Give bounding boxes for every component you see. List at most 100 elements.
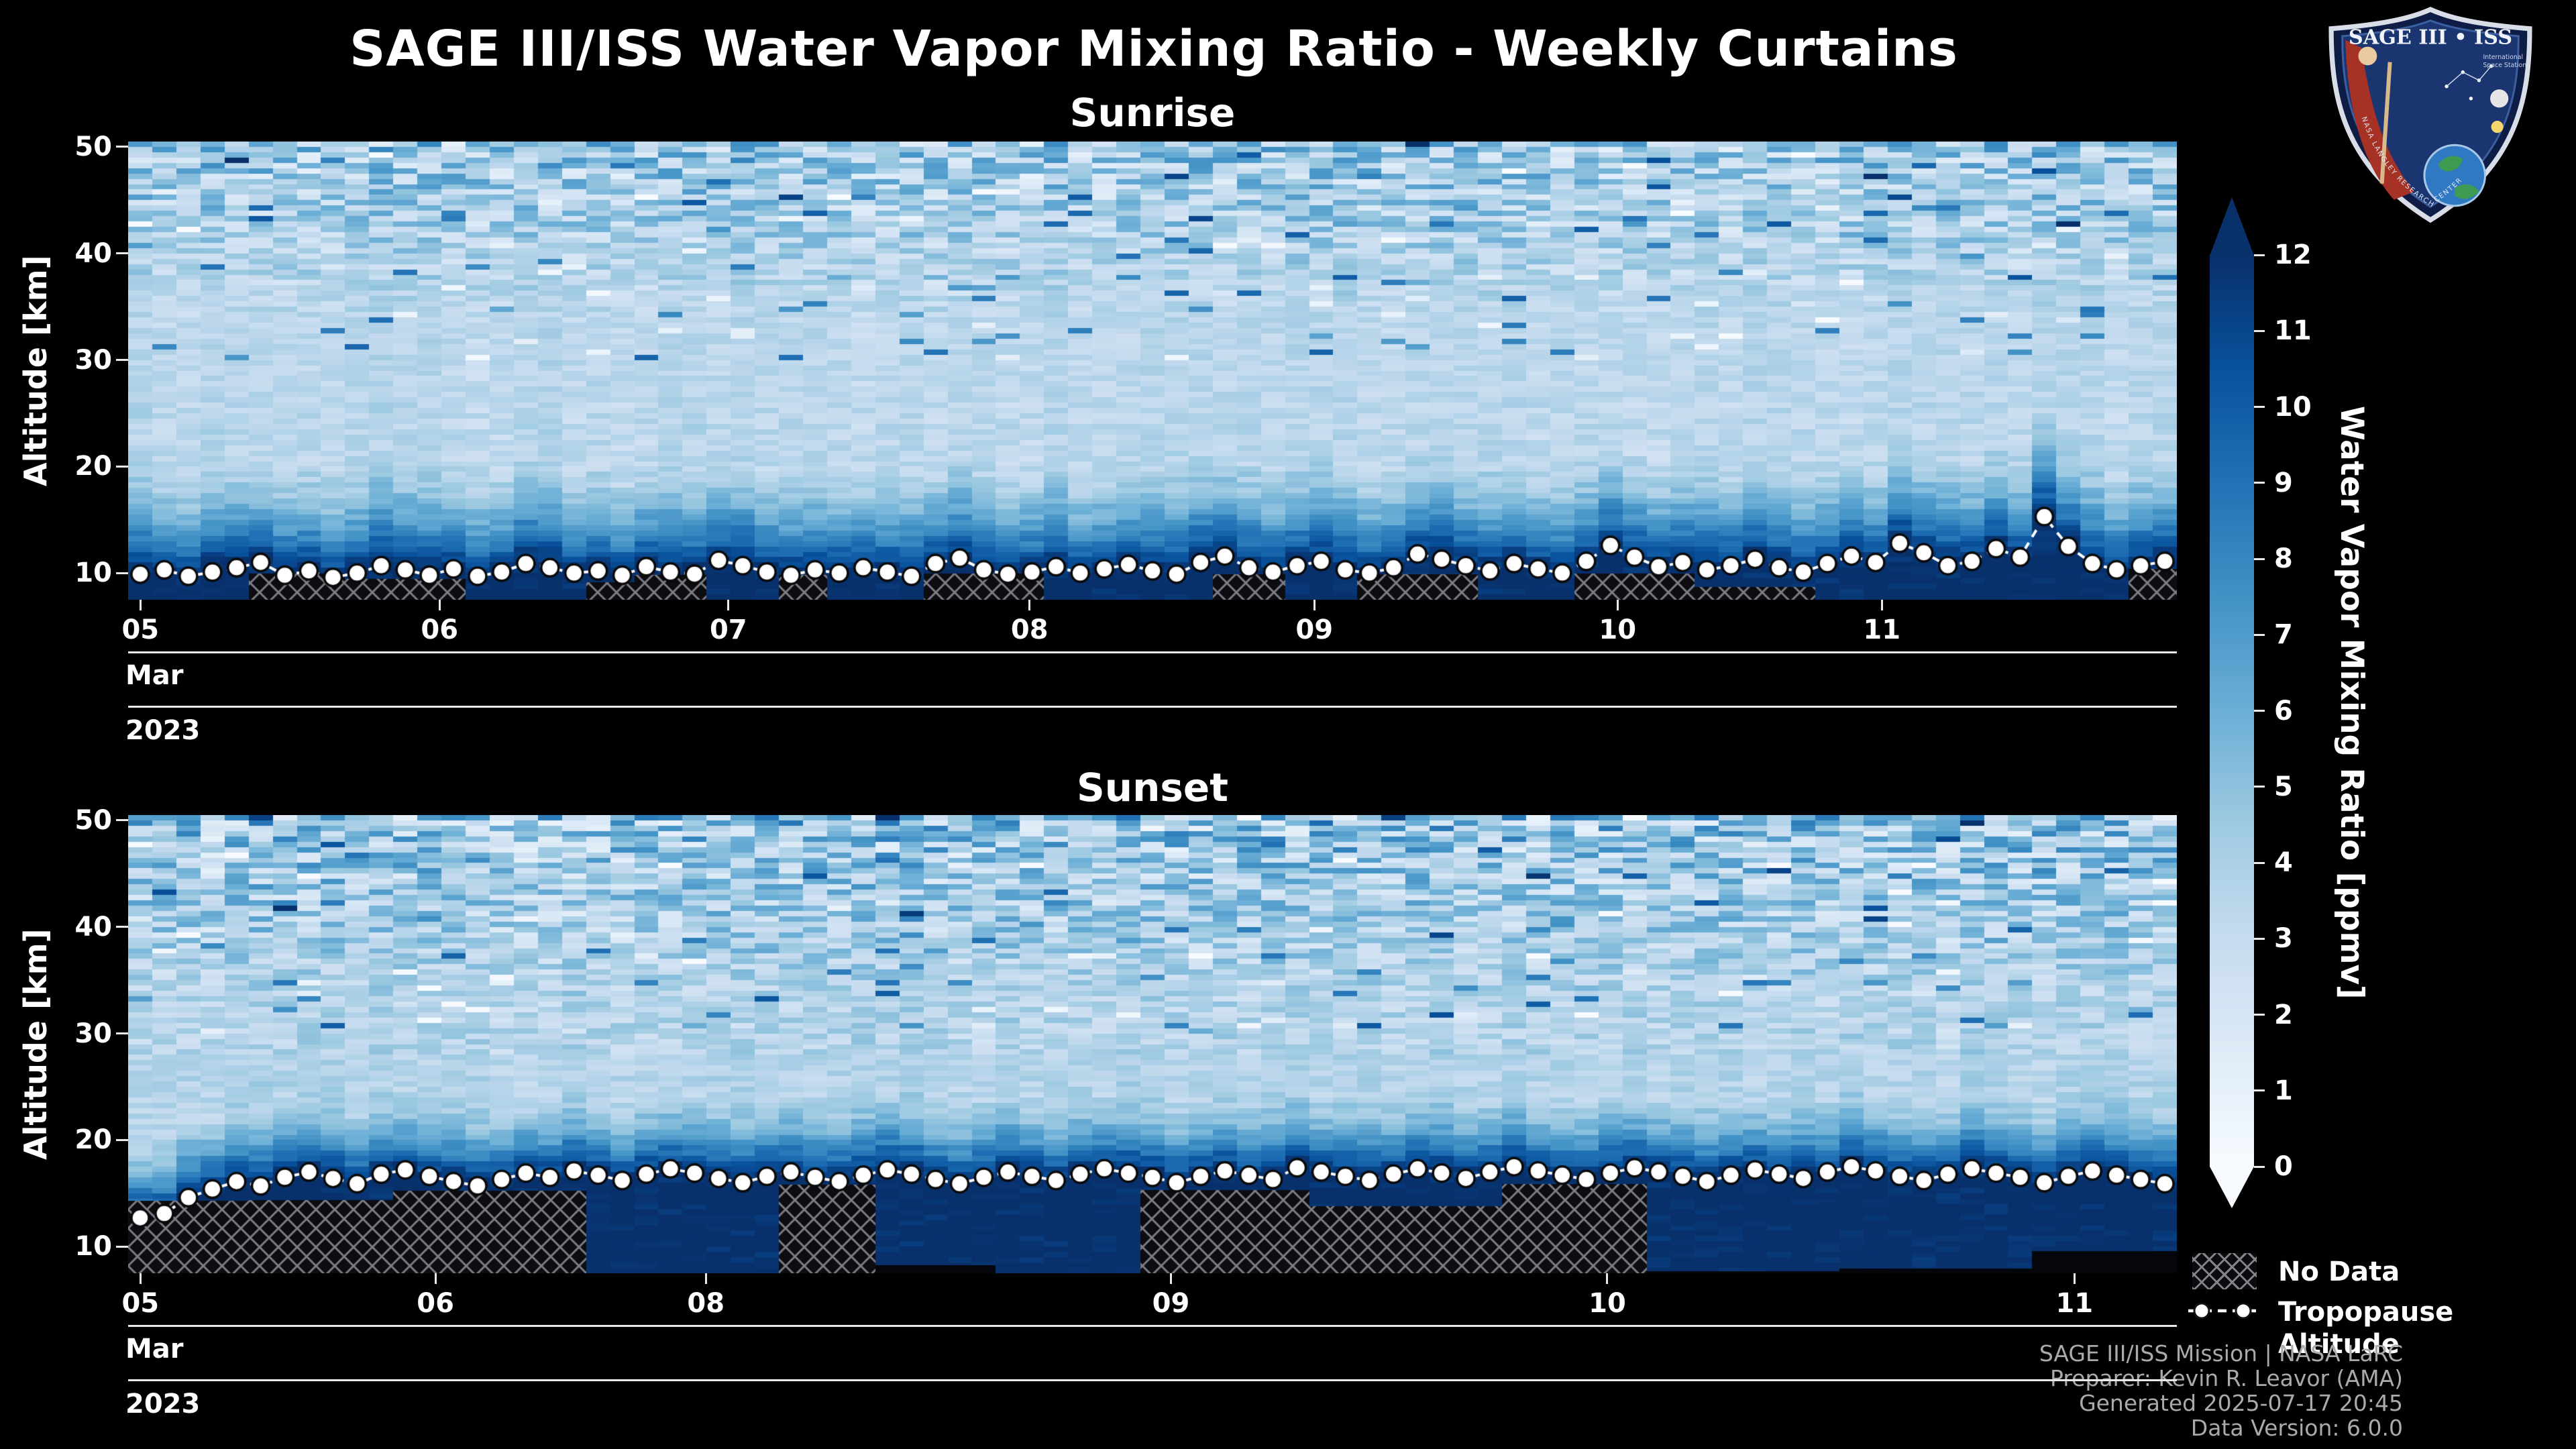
x-tick-label: 06 [417,1288,454,1319]
y-tick-label: 30 [74,1018,112,1049]
logo-subtitle-2: Space Station [2483,62,2526,69]
colorbar-tick-label: 9 [2274,467,2293,498]
x-tick-mark [1606,1273,1609,1284]
x-tick-label: 10 [1599,614,1637,645]
colorbar-tick-label: 4 [2274,847,2293,878]
y-tick-label: 40 [74,911,112,943]
x-tick-mark [434,1273,437,1284]
y-tick-label: 20 [74,451,112,482]
y-tick-label: 20 [74,1124,112,1156]
y-tick-mark [116,1032,128,1035]
x-tick-mark [1028,600,1031,610]
sun-icon [2491,121,2504,133]
x-tick-mark [727,600,730,610]
colorbar-tick-label: 11 [2274,315,2312,347]
y-tick-mark [116,1138,128,1141]
heatmap-sunset [128,815,2177,1273]
y-tick-mark [116,146,128,148]
x-tick-label: 10 [1589,1288,1626,1319]
x-tick-mark [139,1273,142,1284]
robed-figure [2345,40,2414,200]
x-tick-label: 07 [709,614,747,645]
y-tick-mark [116,252,128,255]
y-tick-label: 10 [74,557,112,589]
month-separator-line [128,651,2177,653]
colorbar-tick-mark [2254,254,2265,256]
colorbar-tick-mark [2254,861,2265,864]
x-axis-year-label: 2023 [125,1389,201,1419]
figure-title: SAGE III/ISS Water Vapor Mixing Ratio - … [350,20,1958,78]
legend-label-tropopause: Tropopause Altitude [2278,1297,2454,1360]
colorbar-tick-mark [2254,557,2265,560]
x-tick-label: 09 [1295,614,1334,645]
colorbar-tick-mark [2254,1165,2265,1168]
year-separator-line [128,1379,2177,1381]
colorbar-tick-mark [2254,710,2265,712]
x-axis-month-label: Mar [125,1334,184,1364]
colorbar-tick-label: 7 [2274,619,2293,651]
tropopause-line-swatch [2188,1302,2262,1320]
y-tick-mark [116,572,128,574]
x-axis-month-label: Mar [125,660,184,691]
y-tick-mark [116,926,128,928]
colorbar-extend-min-arrow [2210,1167,2254,1208]
heatmap-sunrise [128,142,2177,600]
x-tick-mark [1169,1273,1172,1284]
legend-label-no-data: No Data [2278,1256,2400,1287]
colorbar-tick-mark [2254,786,2265,788]
x-tick-mark [1313,600,1316,610]
x-tick-mark [2073,1273,2076,1284]
colorbar-tick-mark [2254,482,2265,484]
colorbar-tick-mark [2254,633,2265,636]
x-tick-label: 08 [687,1288,725,1319]
colorbar-tick-label: 0 [2274,1151,2293,1182]
y-tick-label: 50 [74,131,112,162]
footer-credits: SAGE III/ISS Mission | NASA LaRC Prepare… [2039,1341,2403,1440]
x-tick-label: 06 [421,614,459,645]
colorbar-label: Water Vapor Mixing Ratio [ppmv] [2333,405,2370,1000]
x-tick-label: 08 [1010,614,1049,645]
earth-land-2 [2455,184,2479,199]
moon-icon [2490,89,2509,108]
x-tick-mark [438,600,441,610]
y-tick-mark [116,465,128,468]
colorbar-tick-label: 8 [2274,543,2293,574]
colorbar-tick-mark [2254,1014,2265,1016]
panel-title-sunset: Sunset [1077,765,1228,810]
colorbar-tick-mark [2254,406,2265,408]
x-tick-label: 09 [1152,1288,1190,1319]
colorbar-tick-mark [2254,329,2265,332]
colorbar-tick-label: 1 [2274,1075,2293,1106]
footer-line-preparer: Preparer: Kevin R. Leavor (AMA) [2050,1365,2403,1391]
x-tick-label: 11 [1863,614,1901,645]
footer-line-mission: SAGE III/ISS Mission | NASA LaRC [2039,1340,2403,1366]
footer-line-generated: Generated 2025-07-17 20:45 [2079,1390,2403,1416]
y-tick-mark [116,819,128,822]
colorbar-gradient [2210,255,2254,1167]
y-tick-mark [116,1245,128,1248]
x-axis-year-label: 2023 [125,715,201,746]
staff [2379,62,2392,184]
year-separator-line [128,706,2177,708]
logo-title: SAGE III • ISS [2349,25,2512,49]
colorbar-tick-label: 3 [2274,923,2293,955]
y-tick-mark [116,359,128,362]
x-tick-mark [139,600,142,610]
colorbar-tick-label: 12 [2274,239,2312,270]
colorbar-tick-label: 2 [2274,999,2293,1030]
colorbar-tick-mark [2254,1089,2265,1092]
panel-title-sunrise: Sunrise [1069,90,1236,136]
stars [2445,64,2493,101]
footer-line-version: Data Version: 6.0.0 [2190,1415,2403,1441]
y-tick-label: 30 [74,344,112,376]
colorbar-tick-mark [2254,937,2265,940]
y-tick-label: 40 [74,237,112,269]
colorbar-tick-label: 5 [2274,771,2293,802]
sage-iii-iss-patch: SAGE III • ISS International Space Stati… [2328,7,2532,223]
month-separator-line [128,1325,2177,1327]
logo-subtitle-1: International [2483,54,2523,61]
x-tick-label: 05 [121,1288,160,1319]
no-data-hatch-swatch [2192,1253,2257,1289]
x-tick-mark [1880,600,1883,610]
